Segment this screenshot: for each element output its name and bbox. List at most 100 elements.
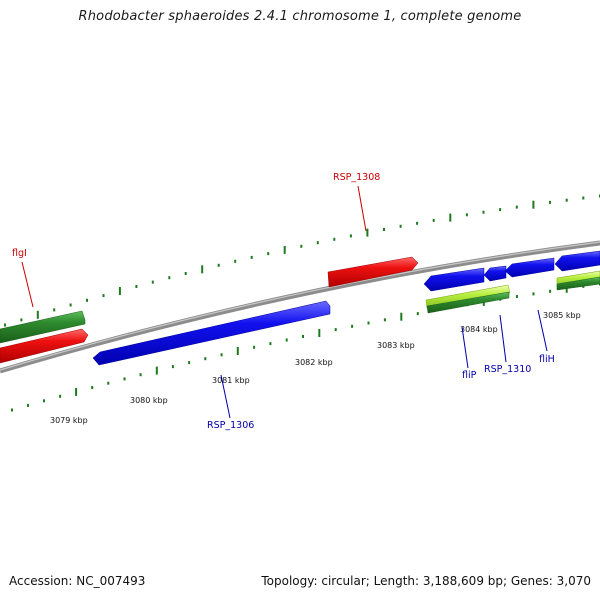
scale-label-3080: 3080 kbp xyxy=(130,396,168,405)
lower-tick-12 xyxy=(204,357,207,361)
scale-label-3083: 3083 kbp xyxy=(377,341,415,350)
gene-features[interactable] xyxy=(0,250,600,366)
gene-label-fliH[interactable]: fliH xyxy=(539,354,555,365)
gene-label-rsp-1306[interactable]: RSP_1306 xyxy=(207,420,254,431)
lower-tick-23 xyxy=(383,318,386,322)
upper-tick-8 xyxy=(135,285,138,288)
genome-backbone xyxy=(0,240,600,374)
leader-fliP xyxy=(461,326,469,369)
upper-tick-0 xyxy=(4,323,6,327)
scale-label-3082: 3082 kbp xyxy=(295,358,333,367)
upper-tick-18 xyxy=(300,244,303,248)
lower-tick-6 xyxy=(107,381,110,385)
upper-tick-30 xyxy=(499,208,502,212)
lower-tick-4 xyxy=(75,387,78,396)
leader-rsp-1306 xyxy=(220,374,231,419)
gene-feature-rsp-1310-blue[interactable] xyxy=(483,265,507,282)
lower-tick-33 xyxy=(549,289,552,293)
leader-rsp-1310 xyxy=(499,314,507,363)
upper-tick-20 xyxy=(333,237,336,241)
lower-tick-row xyxy=(11,282,600,412)
upper-tick-33 xyxy=(549,200,551,204)
upper-tick-7 xyxy=(118,287,121,295)
lower-tick-3 xyxy=(59,394,62,398)
upper-tick-24 xyxy=(399,224,402,228)
lower-tick-31 xyxy=(515,295,518,298)
label-leaders xyxy=(21,185,548,419)
upper-tick-23 xyxy=(383,227,385,231)
upper-tick-17 xyxy=(283,245,286,254)
scale-labels: 3079 kbp 3080 kbp 3081 kbp 3082 kbp 3083… xyxy=(50,311,581,425)
lower-tick-13 xyxy=(220,353,223,357)
gene-label-flgI[interactable]: flgI xyxy=(12,248,27,259)
upper-tick-21 xyxy=(349,234,352,238)
upper-tick-3 xyxy=(53,308,56,312)
genome-summary-text: Topology: circular; Length: 3,188,609 bp… xyxy=(261,574,591,588)
gene-feature-fliH-blue[interactable] xyxy=(504,257,555,278)
scale-label-3085: 3085 kbp xyxy=(543,311,581,320)
leader-rsp-1308 xyxy=(357,185,367,232)
upper-tick-29 xyxy=(482,210,485,214)
lower-tick-2 xyxy=(43,399,45,403)
lower-tick-10 xyxy=(171,365,174,369)
gene-feature-green-b[interactable] xyxy=(556,276,600,291)
upper-tick-31 xyxy=(515,205,518,209)
genome-backbone-highlight xyxy=(0,241,600,371)
gene-feature-rsp-1306[interactable] xyxy=(92,300,331,366)
lower-tick-18 xyxy=(302,335,304,338)
upper-tick-4 xyxy=(69,303,72,307)
upper-tick-6 xyxy=(102,294,105,298)
lower-tick-8 xyxy=(139,373,142,377)
upper-tick-19 xyxy=(316,241,319,245)
upper-tick-11 xyxy=(184,272,187,275)
lower-tick-24 xyxy=(400,312,403,321)
gene-feature-light-green-a[interactable] xyxy=(425,284,511,309)
upper-tick-28 xyxy=(465,213,468,217)
upper-tick-15 xyxy=(250,255,253,259)
lower-tick-0 xyxy=(11,408,13,412)
leader-flgI xyxy=(21,261,34,308)
upper-tick-10 xyxy=(168,276,171,280)
gene-label-rsp-1310[interactable]: RSP_1310 xyxy=(484,364,531,375)
upper-tick-13 xyxy=(217,263,220,267)
upper-tick-5 xyxy=(86,298,88,302)
upper-tick-35 xyxy=(582,196,585,200)
gene-feature-blue-far-right[interactable] xyxy=(554,250,600,272)
upper-tick-12 xyxy=(201,265,204,274)
upper-tick-27 xyxy=(449,213,452,222)
lower-tick-9 xyxy=(155,366,158,375)
upper-tick-16 xyxy=(267,252,270,256)
map-title: Rhodobacter sphaeroides 2.4.1 chromosome… xyxy=(78,9,522,24)
upper-tick-34 xyxy=(565,198,568,202)
upper-tick-32 xyxy=(532,200,535,209)
leader-fliH xyxy=(537,309,548,352)
lower-tick-7 xyxy=(123,377,126,381)
lower-tick-15 xyxy=(253,345,256,349)
lower-tick-19 xyxy=(318,329,321,337)
gene-feature-rsp-1308[interactable] xyxy=(327,256,419,288)
lower-tick-20 xyxy=(334,328,337,332)
lower-tick-14 xyxy=(236,347,239,355)
lower-tick-1 xyxy=(27,403,29,407)
lower-tick-17 xyxy=(285,338,288,342)
lower-tick-21 xyxy=(351,324,354,328)
gene-label-rsp-1308[interactable]: RSP_1308 xyxy=(333,172,380,183)
lower-tick-16 xyxy=(269,342,272,346)
gene-feature-green-left[interactable] xyxy=(0,310,86,344)
upper-tick-25 xyxy=(416,221,419,225)
lower-tick-25 xyxy=(416,312,419,316)
gene-label-fliP[interactable]: fliP xyxy=(462,370,477,381)
accession-text: Accession: NC_007493 xyxy=(9,574,146,588)
upper-tick-2 xyxy=(36,310,39,319)
upper-tick-9 xyxy=(151,280,154,284)
upper-tick-14 xyxy=(234,259,237,263)
gene-feature-red-left[interactable] xyxy=(0,328,89,364)
upper-tick-row xyxy=(4,194,600,327)
lower-tick-32 xyxy=(532,292,535,296)
upper-tick-22 xyxy=(366,228,369,237)
gene-feature-fliP-blue[interactable] xyxy=(423,267,485,292)
gene-feature-green-a[interactable] xyxy=(426,291,510,314)
upper-tick-1 xyxy=(20,318,23,322)
lower-tick-22 xyxy=(367,321,370,325)
